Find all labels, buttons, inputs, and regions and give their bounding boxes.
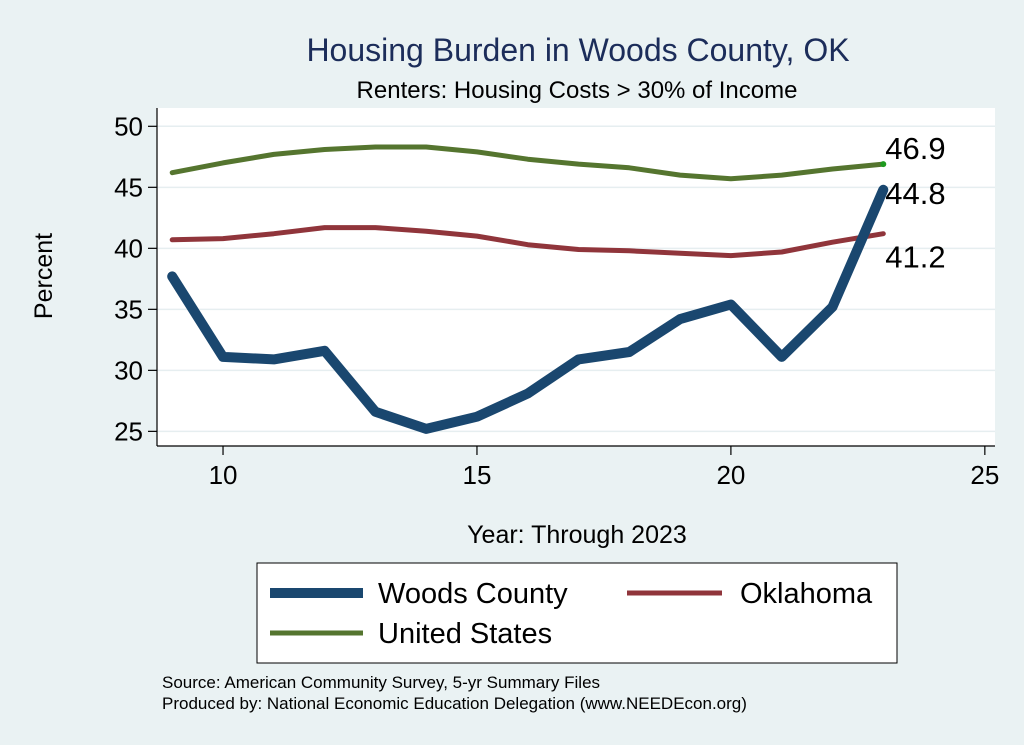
x-tick-label: 10: [209, 460, 238, 490]
y-axis-title: Percent: [30, 233, 58, 319]
y-tick-label: 35: [114, 294, 143, 324]
plot-area: [157, 108, 995, 446]
producer-note: Produced by: National Economic Education…: [162, 694, 747, 713]
y-tick-label: 25: [114, 416, 143, 446]
legend: Woods County Oklahoma United States: [256, 562, 898, 664]
end-label-woods-county: 44.8: [885, 176, 945, 211]
end-labels: 46.9 44.8 41.2: [885, 131, 945, 275]
y-tick-label: 45: [114, 172, 143, 202]
source-note: Source: American Community Survey, 5-yr …: [162, 673, 600, 692]
y-tick-label: 50: [114, 111, 143, 141]
series-line-woods-county: [167, 184, 889, 434]
chart-title: Housing Burden in Woods County, OK: [306, 32, 849, 68]
x-tick-label: 15: [463, 460, 492, 490]
x-tick-label: 25: [970, 460, 999, 490]
series-lines: [167, 144, 889, 434]
y-tick-labels: 25 30 35 40 45 50: [114, 111, 143, 446]
series-line-united-states: [169, 144, 886, 182]
x-axis-title: Year: Through 2023: [467, 521, 687, 549]
series-end-marker: [880, 161, 887, 168]
x-tick-labels: 10 15 20 25: [209, 460, 1000, 490]
end-label-oklahoma: 41.2: [885, 240, 945, 275]
legend-label-oklahoma: Oklahoma: [740, 578, 873, 610]
legend-label-united-states: United States: [378, 618, 552, 650]
end-label-united-states: 46.9: [885, 131, 945, 166]
x-tick-label: 20: [716, 460, 745, 490]
series-line-oklahoma: [169, 225, 886, 259]
legend-box: [256, 562, 898, 664]
legend-label-woods-county: Woods County: [378, 578, 568, 610]
y-tick-label: 40: [114, 233, 143, 263]
gridlines: [157, 125, 995, 433]
chart-subtitle: Renters: Housing Costs > 30% of Income: [357, 77, 798, 104]
y-tick-label: 30: [114, 355, 143, 385]
axes: [148, 108, 995, 455]
